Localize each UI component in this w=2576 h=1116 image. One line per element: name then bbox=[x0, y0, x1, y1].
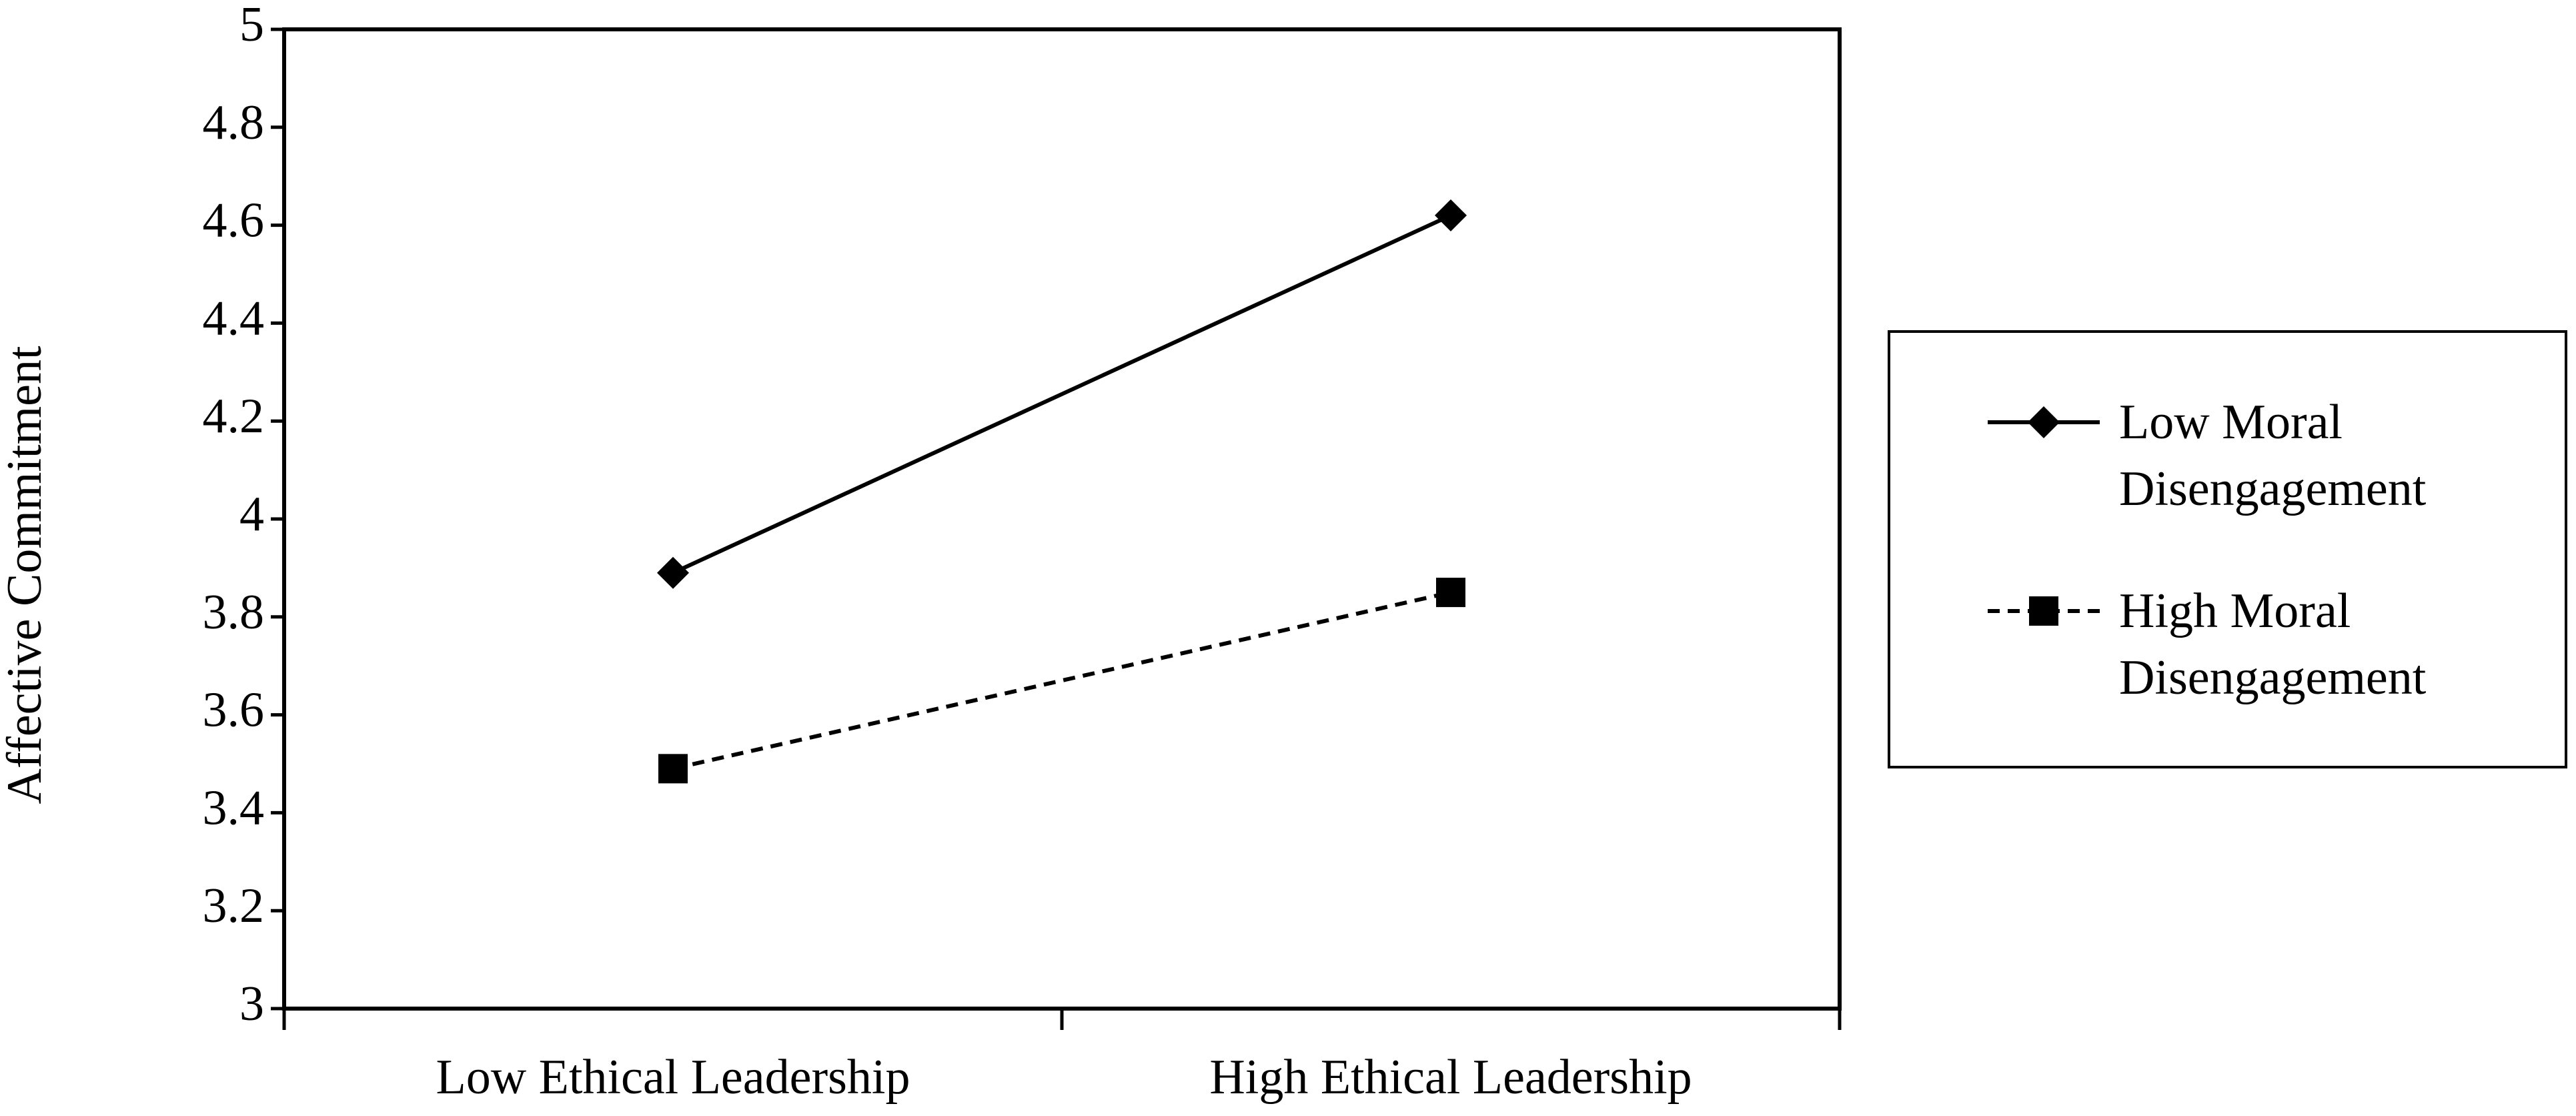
legend-label: High Moral Disengagement bbox=[2119, 584, 2427, 705]
y-tick-label: 3 bbox=[239, 977, 264, 1031]
legend-marker bbox=[2028, 406, 2060, 438]
y-tick-label: 3.8 bbox=[203, 585, 265, 640]
data-point bbox=[1436, 578, 1465, 608]
x-tick-label: High Ethical Leadership bbox=[1209, 1050, 1692, 1105]
y-tick-label: 4.6 bbox=[203, 193, 265, 248]
series-line bbox=[672, 590, 1451, 771]
x-tick-label: Low Ethical Leadership bbox=[436, 1050, 910, 1105]
legend-marker bbox=[2029, 596, 2058, 626]
legend-label: Low Moral Disengagement bbox=[2119, 395, 2427, 516]
y-tick-label: 3.4 bbox=[203, 780, 265, 835]
y-tick-label: 4.4 bbox=[203, 291, 265, 346]
y-tick-label: 3.6 bbox=[203, 683, 265, 738]
y-axis-label: Affective Commitment bbox=[0, 346, 52, 804]
series-line bbox=[672, 213, 1452, 575]
y-tick-label: 4 bbox=[239, 487, 264, 542]
y-tick-label: 5 bbox=[239, 0, 264, 52]
y-tick-label: 3.2 bbox=[203, 879, 265, 933]
data-point bbox=[658, 754, 688, 784]
plot-frame bbox=[282, 27, 1842, 1011]
legend-box bbox=[1888, 330, 2567, 768]
data-point bbox=[657, 556, 689, 589]
y-tick-label: 4.2 bbox=[203, 389, 265, 444]
y-tick-label: 4.8 bbox=[203, 95, 265, 150]
data-point bbox=[1435, 199, 1467, 231]
